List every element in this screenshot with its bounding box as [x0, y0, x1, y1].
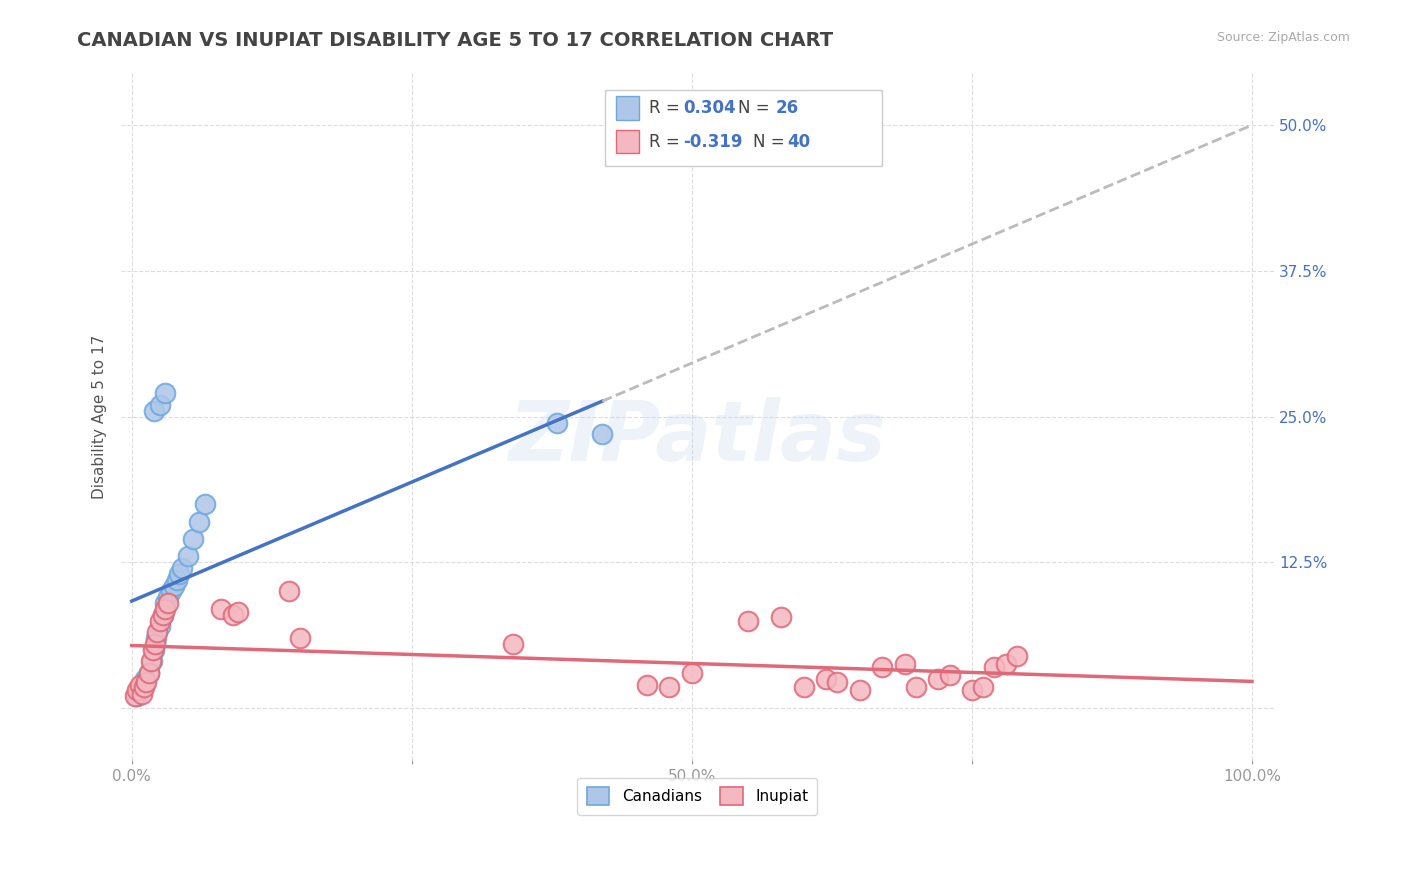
Point [152, 607, 174, 622]
FancyBboxPatch shape [616, 130, 638, 153]
Text: 40: 40 [787, 133, 811, 151]
Point [183, 532, 205, 546]
Point [872, 660, 894, 674]
Text: -0.319: -0.319 [683, 133, 744, 151]
Point [135, 675, 157, 690]
Point [145, 631, 167, 645]
Text: N =: N = [752, 133, 790, 151]
Point [502, 637, 524, 651]
Point [658, 680, 681, 694]
FancyBboxPatch shape [605, 90, 882, 166]
Point [127, 690, 149, 704]
Point [156, 591, 179, 605]
Point [983, 660, 1005, 674]
Text: Source: ZipAtlas.com: Source: ZipAtlas.com [1216, 31, 1350, 45]
Point [146, 625, 169, 640]
Point [141, 654, 163, 668]
Point [156, 596, 179, 610]
Point [994, 657, 1017, 671]
Point [546, 416, 568, 430]
Point [143, 404, 166, 418]
Point [132, 678, 155, 692]
Text: N =: N = [738, 99, 775, 117]
Point [143, 637, 166, 651]
Point [591, 427, 613, 442]
Point [155, 386, 177, 401]
Point [149, 619, 172, 633]
Point [138, 665, 160, 680]
Point [681, 665, 703, 680]
Point [636, 678, 658, 692]
Text: R =: R = [650, 99, 685, 117]
Point [149, 614, 172, 628]
Point [155, 602, 177, 616]
Point [827, 675, 849, 690]
Point [142, 642, 165, 657]
Point [160, 584, 183, 599]
Text: ZIPatlas: ZIPatlas [509, 397, 886, 478]
Point [770, 610, 793, 624]
Y-axis label: Disability Age 5 to 17: Disability Age 5 to 17 [93, 334, 107, 499]
Point [127, 683, 149, 698]
FancyBboxPatch shape [616, 96, 638, 120]
Point [163, 579, 186, 593]
Point [226, 606, 249, 620]
Point [938, 668, 960, 682]
Point [1005, 648, 1028, 663]
Point [128, 683, 150, 698]
Point [793, 680, 815, 694]
Point [904, 680, 927, 694]
Point [960, 683, 983, 698]
Point [927, 672, 949, 686]
Point [177, 549, 200, 564]
Point [138, 665, 160, 680]
Point [187, 515, 209, 529]
Point [134, 672, 156, 686]
Legend: Canadians, Inupiat: Canadians, Inupiat [578, 778, 817, 814]
Point [849, 683, 872, 698]
Point [815, 672, 838, 686]
Point [132, 680, 155, 694]
Text: 26: 26 [776, 99, 799, 117]
Text: CANADIAN VS INUPIAT DISABILITY AGE 5 TO 17 CORRELATION CHART: CANADIAN VS INUPIAT DISABILITY AGE 5 TO … [77, 31, 834, 50]
Point [893, 657, 915, 671]
Point [209, 602, 232, 616]
Point [149, 398, 172, 412]
Point [221, 607, 243, 622]
Point [193, 497, 215, 511]
Point [972, 680, 994, 694]
Point [277, 584, 299, 599]
Point [288, 631, 311, 645]
Point [737, 614, 759, 628]
Point [131, 687, 153, 701]
Point [166, 573, 188, 587]
Text: R =: R = [650, 133, 685, 151]
Point [143, 642, 166, 657]
Point [152, 607, 174, 622]
Point [167, 566, 190, 581]
Point [139, 654, 162, 668]
Point [128, 678, 150, 692]
Point [155, 596, 177, 610]
Point [172, 561, 194, 575]
Point [124, 690, 146, 704]
Text: 0.304: 0.304 [683, 99, 737, 117]
